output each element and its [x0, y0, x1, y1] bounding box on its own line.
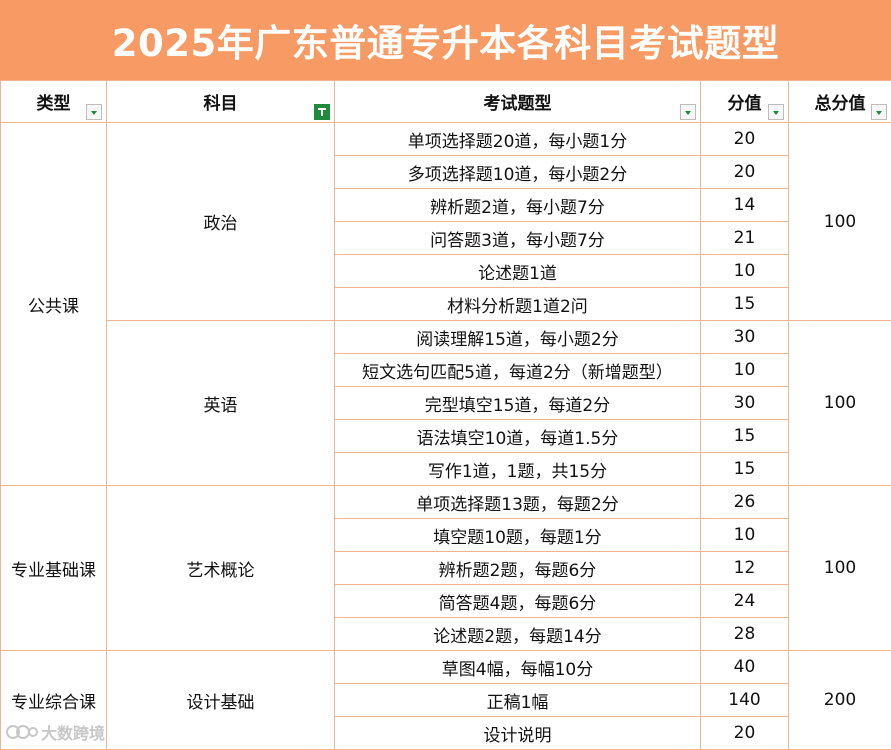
- header-type-label: 类型: [37, 94, 71, 114]
- score-cell: 15: [701, 288, 789, 321]
- question-cell: 完型填空15道，每道2分: [335, 387, 701, 420]
- filter-active-icon[interactable]: [314, 104, 330, 120]
- subject-cell-design: 设计基础: [107, 651, 335, 750]
- question-cell: 材料分析题1道2问: [335, 288, 701, 321]
- question-cell: 短文选句匹配5道，每道2分（新增题型）: [335, 354, 701, 387]
- score-cell: 40: [701, 651, 789, 684]
- question-cell: 单项选择题20道，每小题1分: [335, 123, 701, 156]
- score-cell: 10: [701, 255, 789, 288]
- subject-cell-politics: 政治: [107, 123, 335, 321]
- score-cell: 28: [701, 618, 789, 651]
- question-cell: 正稿1幅: [335, 684, 701, 717]
- question-cell: 辨析题2道，每小题7分: [335, 189, 701, 222]
- score-cell: 21: [701, 222, 789, 255]
- total-cell-art: 100: [789, 486, 891, 651]
- score-cell: 24: [701, 585, 789, 618]
- score-cell: 30: [701, 321, 789, 354]
- page-title: 2025年广东普通专升本各科目考试题型: [112, 13, 779, 67]
- header-subject: 科目: [107, 81, 335, 123]
- total-cell-politics: 100: [789, 123, 891, 321]
- total-cell-english: 100: [789, 321, 891, 486]
- total-cell-design: 200: [789, 651, 891, 750]
- header-subject-label: 科目: [204, 94, 238, 114]
- watermark-logo-icon: [6, 723, 38, 741]
- question-cell: 论述题2题，每题14分: [335, 618, 701, 651]
- subject-cell-art: 艺术概论: [107, 486, 335, 651]
- header-score-label: 分值: [728, 94, 762, 114]
- header-question-type-label: 考试题型: [484, 94, 552, 114]
- table-row: 专业基础课 艺术概论 单项选择题13题，每题2分 26 100: [1, 486, 891, 519]
- score-cell: 26: [701, 486, 789, 519]
- header-question-type: 考试题型: [335, 81, 701, 123]
- score-cell: 15: [701, 420, 789, 453]
- filter-dropdown-icon[interactable]: [680, 104, 696, 120]
- score-cell: 140: [701, 684, 789, 717]
- header-total-label: 总分值: [815, 94, 866, 114]
- filter-dropdown-icon[interactable]: [86, 104, 102, 120]
- table-row: 专业综合课 设计基础 草图4幅，每幅10分 40 200: [1, 651, 891, 684]
- table-row: 公共课 政治 单项选择题20道，每小题1分 20 100: [1, 123, 891, 156]
- question-cell: 阅读理解15道，每小题2分: [335, 321, 701, 354]
- score-cell: 14: [701, 189, 789, 222]
- score-cell: 20: [701, 717, 789, 750]
- header-row: 类型 科目 考试题型 分值 总分值: [1, 81, 891, 123]
- score-cell: 30: [701, 387, 789, 420]
- filter-dropdown-icon[interactable]: [871, 104, 887, 120]
- filter-dropdown-icon[interactable]: [768, 104, 784, 120]
- subject-cell-english: 英语: [107, 321, 335, 486]
- score-cell: 10: [701, 519, 789, 552]
- question-cell: 填空题10题，每题1分: [335, 519, 701, 552]
- score-cell: 20: [701, 123, 789, 156]
- question-cell: 问答题3道，每小题7分: [335, 222, 701, 255]
- score-cell: 12: [701, 552, 789, 585]
- score-cell: 10: [701, 354, 789, 387]
- title-banner: 2025年广东普通专升本各科目考试题型: [0, 0, 891, 80]
- header-total: 总分值: [789, 81, 891, 123]
- watermark-text: 大数跨境: [41, 720, 105, 744]
- table-row: 英语 阅读理解15道，每小题2分 30 100: [1, 321, 891, 354]
- question-cell: 设计说明: [335, 717, 701, 750]
- group-cell-professional-basic: 专业基础课: [1, 486, 107, 651]
- header-type: 类型: [1, 81, 107, 123]
- score-cell: 15: [701, 453, 789, 486]
- question-cell: 草图4幅，每幅10分: [335, 651, 701, 684]
- question-cell: 辨析题2题，每题6分: [335, 552, 701, 585]
- watermark: 大数跨境: [6, 721, 105, 743]
- question-cell: 简答题4题，每题6分: [335, 585, 701, 618]
- exam-table: 类型 科目 考试题型 分值 总分值 公共课 政治 单: [0, 80, 891, 750]
- question-cell: 写作1道，1题，共15分: [335, 453, 701, 486]
- question-cell: 多项选择题10道，每小题2分: [335, 156, 701, 189]
- header-score: 分值: [701, 81, 789, 123]
- question-cell: 单项选择题13题，每题2分: [335, 486, 701, 519]
- score-cell: 20: [701, 156, 789, 189]
- group-cell-public: 公共课: [1, 123, 107, 486]
- question-cell: 论述题1道: [335, 255, 701, 288]
- question-cell: 语法填空10道，每道1.5分: [335, 420, 701, 453]
